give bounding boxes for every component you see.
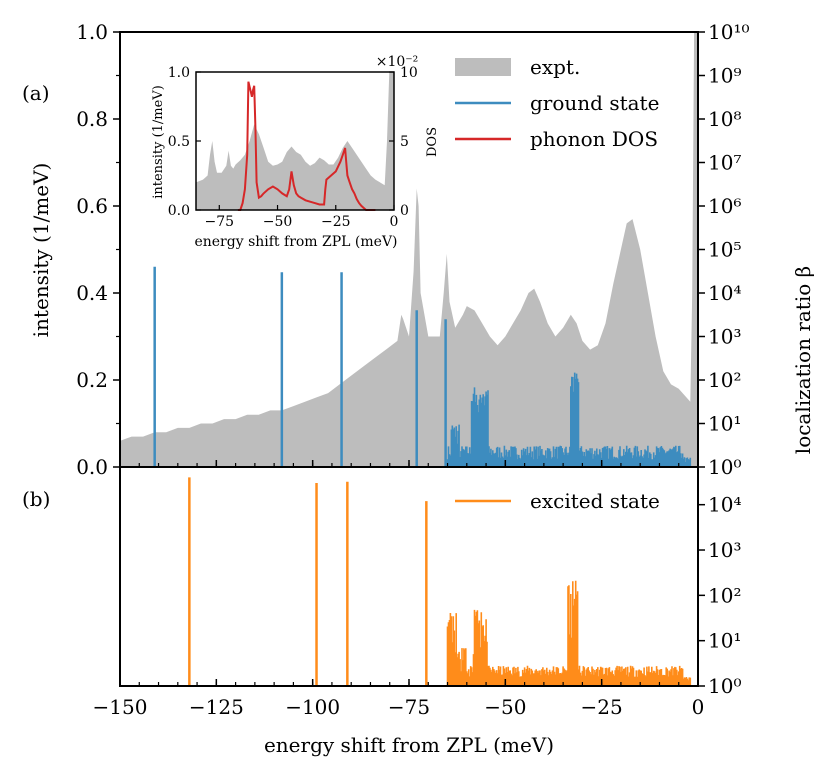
inset: −75 −50 −25 0 0.0 0.5 1.0 0 5 10 intensity (1/meV… bbox=[151, 54, 440, 250]
y-tick-label: 0.8 bbox=[76, 107, 108, 131]
panel-b-right-tick-label: 10⁴ bbox=[708, 493, 741, 517]
legend-label-phonon-dos: phonon DOS bbox=[530, 127, 658, 151]
x-tick-label: 0 bbox=[692, 695, 705, 719]
x-axis-label: energy shift from ZPL (meV) bbox=[264, 733, 554, 757]
panel-a: 0.0 0.2 0.4 0.6 0.8 1.0 10⁰ 10¹ 10² 10³ 10⁴ 10⁵ 10⁶ 1… bbox=[22, 20, 815, 479]
inset-y-axis-label-left: intensity (1/meV) bbox=[151, 85, 166, 199]
y-tick-label: 0.6 bbox=[76, 194, 108, 218]
right-tick-label: 10⁴ bbox=[708, 281, 741, 305]
y-axis-label-right: localization ratio β bbox=[791, 266, 815, 454]
legend-label-excited-state: excited state bbox=[530, 489, 660, 513]
inset-x-tick-label: 0 bbox=[390, 214, 399, 230]
right-tick-label: 10⁷ bbox=[708, 151, 741, 175]
right-tick-label: 10⁵ bbox=[708, 238, 741, 262]
inset-x-tick-label: −75 bbox=[205, 214, 235, 230]
panel-b-excited-sticks bbox=[188, 477, 428, 686]
inset-y-tick-label: 0.5 bbox=[168, 134, 190, 150]
panel-b-label: (b) bbox=[22, 487, 50, 511]
inset-phonon-dos bbox=[237, 81, 376, 211]
x-tick-label: −150 bbox=[93, 695, 148, 719]
inset-multiplier: ×10⁻² bbox=[376, 54, 419, 70]
legend-swatch-expt bbox=[455, 58, 511, 76]
panel-b-right-tick-label: 10⁰ bbox=[708, 674, 741, 698]
inset-x-tick-label: −50 bbox=[263, 214, 293, 230]
y-tick-label: 0.2 bbox=[76, 368, 108, 392]
inset-x-tick-label: −25 bbox=[321, 214, 351, 230]
inset-ticks: −75 −50 −25 0 0.0 0.5 1.0 0 5 10 bbox=[168, 65, 418, 230]
x-tick-label: −125 bbox=[189, 695, 244, 719]
panel-a-expt-area bbox=[120, 32, 698, 467]
x-tick-label: −50 bbox=[484, 695, 526, 719]
right-tick-label: 10⁶ bbox=[708, 194, 741, 218]
legend-label-ground-state: ground state bbox=[530, 91, 659, 115]
y-axis-label-left: intensity (1/meV) bbox=[29, 163, 53, 338]
inset-right-tick-label: 10 bbox=[400, 65, 418, 81]
right-tick-label: 10² bbox=[708, 368, 741, 392]
right-tick-label: 10⁰ bbox=[708, 455, 741, 479]
right-tick-label: 10³ bbox=[708, 325, 741, 349]
x-tick-label: −25 bbox=[581, 695, 623, 719]
right-tick-label: 10⁸ bbox=[708, 107, 741, 131]
y-tick-label: 0.4 bbox=[76, 281, 108, 305]
panel-a-ticks: 0.0 0.2 0.4 0.6 0.8 1.0 10⁰ 10¹ 10² 10³ 10⁴ 10⁵ 10⁶ 1… bbox=[76, 20, 749, 479]
y-tick-label: 1.0 bbox=[76, 20, 108, 44]
expt-area-path bbox=[120, 32, 698, 467]
inset-y-tick-label: 1.0 bbox=[168, 65, 190, 81]
phonon-dos-line bbox=[237, 81, 376, 211]
excited-state-noise bbox=[446, 580, 692, 686]
right-tick-label: 10¹⁰ bbox=[708, 20, 749, 44]
legend-label-expt: expt. bbox=[530, 55, 580, 79]
inset-y-axis-label-right: DOS bbox=[425, 127, 440, 157]
y-tick-label: 0.0 bbox=[76, 455, 108, 479]
panel-a-legend: expt. ground state phonon DOS bbox=[455, 55, 659, 151]
panel-a-ground-sticks bbox=[153, 266, 447, 467]
inset-right-tick-label: 0 bbox=[400, 203, 409, 219]
panel-a-label: (a) bbox=[22, 81, 50, 105]
panel-b-excited-noise bbox=[446, 580, 692, 686]
x-tick-label: −75 bbox=[388, 695, 430, 719]
panel-b-right-tick-label: 10² bbox=[708, 583, 741, 607]
right-tick-label: 10¹ bbox=[708, 412, 741, 436]
panel-b-right-tick-label: 10¹ bbox=[708, 629, 741, 653]
right-tick-label: 10⁹ bbox=[708, 64, 741, 88]
x-tick-label: −100 bbox=[285, 695, 340, 719]
inset-x-axis-label: energy shift from ZPL (meV) bbox=[194, 234, 397, 250]
inset-right-tick-label: 5 bbox=[400, 134, 409, 150]
panel-b-right-tick-label: 10³ bbox=[708, 538, 741, 562]
inset-y-tick-label: 0.0 bbox=[168, 203, 190, 219]
